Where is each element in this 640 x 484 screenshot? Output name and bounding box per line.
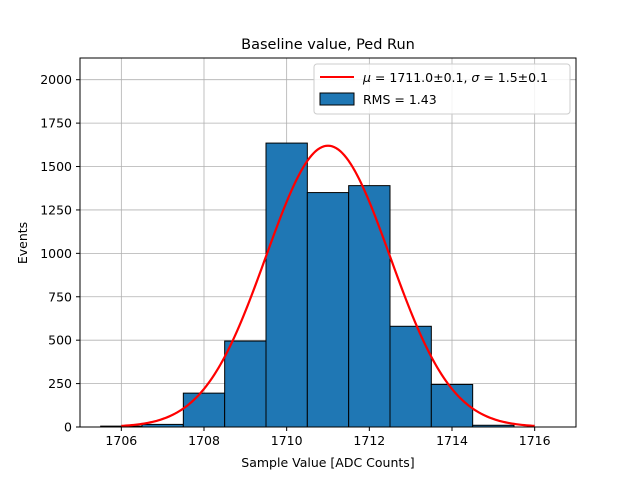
gaussian-fit-curve <box>121 144 535 428</box>
y-axis-label: Events <box>15 222 30 264</box>
x-tick-label: 1716 <box>519 433 551 448</box>
y-tick-label: 250 <box>48 376 72 391</box>
y-tick-label: 1250 <box>40 202 72 217</box>
chart-title: Baseline value, Ped Run <box>241 37 415 53</box>
y-tick-label: 1500 <box>40 159 72 174</box>
histogram-bar <box>182 392 226 428</box>
plot-frame <box>79 57 577 428</box>
histogram-bar <box>389 325 432 428</box>
legend-mu-text: = 1711.0±0.1, <box>371 70 471 85</box>
legend-mu-symbol: μ <box>362 70 371 85</box>
y-axis-ticks: 0 250 500 750 1000 1250 1500 1750 2000 <box>40 72 80 435</box>
legend-sigma-symbol: σ <box>471 70 480 85</box>
legend-hist-label: RMS = 1.43 <box>363 92 437 107</box>
x-tick-label: 1706 <box>105 433 137 448</box>
legend-box <box>313 63 571 115</box>
histogram-bar <box>430 383 474 428</box>
legend-hist-swatch <box>319 92 355 106</box>
x-axis-label: Sample Value [ADC Counts] <box>241 455 414 470</box>
y-tick-label: 1750 <box>40 116 72 131</box>
y-tick-label: 2000 <box>40 72 72 87</box>
x-axis-ticks: 1706 1708 1710 1712 1714 1716 <box>105 427 551 448</box>
x-tick-label: 1714 <box>436 433 468 448</box>
histogram-bar <box>306 192 350 428</box>
histogram-bar <box>224 340 267 428</box>
histogram-bar <box>265 142 308 428</box>
x-tick-label: 1708 <box>188 433 220 448</box>
legend-sigma-text: = 1.5±0.1 <box>479 70 548 85</box>
x-tick-label: 1712 <box>353 433 385 448</box>
y-tick-label: 0 <box>64 420 72 435</box>
histogram-bar <box>348 185 391 428</box>
legend: μ = 1711.0±0.1, σ = 1.5±0.1 RMS = 1.43 <box>313 63 571 115</box>
y-tick-label: 1000 <box>40 246 72 261</box>
x-tick-label: 1710 <box>271 433 303 448</box>
y-tick-label: 750 <box>48 289 72 304</box>
legend-fit-label: μ = 1711.0±0.1, σ = 1.5±0.1 <box>362 70 548 85</box>
fit-curve-group <box>121 144 535 428</box>
y-tick-label: 500 <box>48 333 72 348</box>
histogram-bars <box>100 142 515 428</box>
